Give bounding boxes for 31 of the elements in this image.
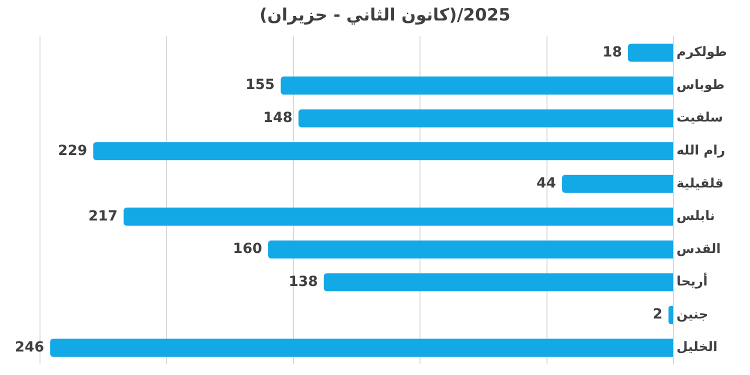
bar xyxy=(93,142,674,160)
y-tick-label: طولكرم xyxy=(676,45,727,60)
y-tick-label: طوباس xyxy=(676,78,725,93)
data-label: 148 xyxy=(263,110,292,126)
y-tick-label: نابلس xyxy=(676,209,715,224)
data-label: 155 xyxy=(246,77,275,94)
data-label: 160 xyxy=(232,241,262,258)
bar xyxy=(562,174,674,193)
bar xyxy=(50,338,674,357)
bar xyxy=(124,208,674,226)
data-label: 229 xyxy=(58,142,88,159)
bar xyxy=(628,44,674,62)
bar xyxy=(280,76,674,95)
data-label: 246 xyxy=(14,339,44,356)
y-tick-label: سلفيت xyxy=(676,110,724,126)
y-tick-label: جنين xyxy=(676,307,708,322)
bar xyxy=(298,109,674,128)
bar xyxy=(324,273,674,292)
data-label: 44 xyxy=(536,176,556,192)
chart-title: (كانون الثاني - حزيران)/2025 xyxy=(260,6,510,26)
data-label: 138 xyxy=(288,274,318,290)
y-tick-label: أريحا xyxy=(676,272,708,290)
data-label: 217 xyxy=(88,208,118,224)
bar xyxy=(268,240,674,258)
y-tick-label: الخليل xyxy=(676,340,718,356)
data-label: 2 xyxy=(652,306,662,323)
bar xyxy=(668,306,674,324)
y-tick-label: القدس xyxy=(676,242,721,257)
y-tick-label: قلقيلية xyxy=(676,176,724,192)
data-label: 18 xyxy=(602,44,622,60)
y-tick-label: رام الله xyxy=(676,144,726,159)
